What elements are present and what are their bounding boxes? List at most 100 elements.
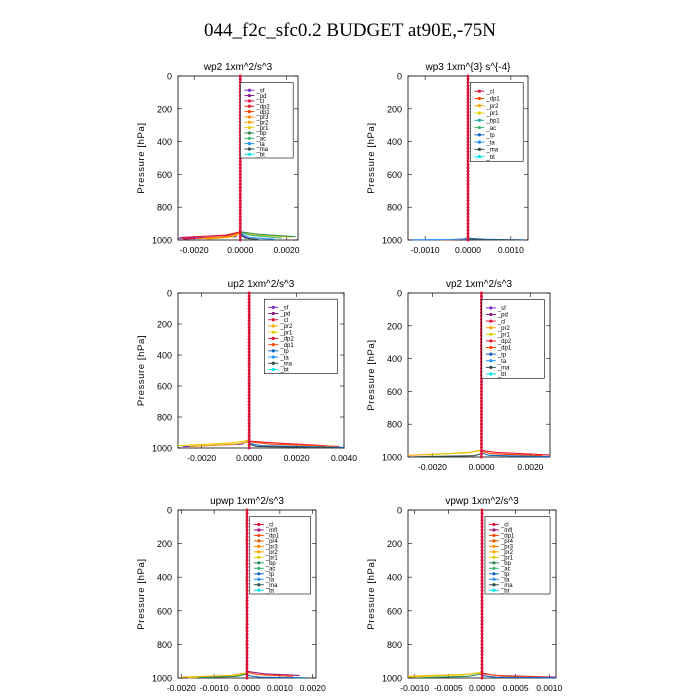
chart-upwp: upwp 1xm^2/s^3 Pressure [hPa] 0 200 400 600 80… — [136, 496, 326, 693]
vp2-legend-label-tp: _tp — [497, 352, 507, 358]
figure-title: 044_f2c_sfc0.2 BUDGET at90E,-75N — [204, 20, 496, 41]
vp2-legend-marker-pd — [489, 312, 493, 317]
up2-legend-label-pd: _pd — [279, 312, 290, 318]
upwp-legend-label-bt: _bt — [265, 588, 275, 594]
upwp-legend-label-mfl: _mfl — [265, 528, 277, 534]
upwp-legend-label-dp1: _dp1 — [265, 534, 280, 540]
wp2-legend-label-dp2: _dp2 — [255, 104, 270, 110]
up2-ytick-label-200: 200 — [157, 320, 172, 330]
upwp-xtick-label-1: -0.0010 — [200, 683, 229, 693]
up2-title: up2 1xm^2/s^3 — [228, 279, 295, 290]
wp2-legend-label-pr1: _pr1 — [255, 126, 269, 132]
wp2-legend-marker-ma — [247, 147, 251, 151]
vp2-ytick-label-400: 400 — [387, 354, 402, 364]
vp2-series-pr1 — [427, 293, 482, 456]
wp2-legend-label-pr3: _pr3 — [255, 115, 269, 121]
up2-ytick-label-0: 0 — [167, 289, 172, 299]
wp3-legend-label-pr1: _pr1 — [485, 111, 499, 117]
up2-series-sf — [182, 293, 250, 448]
vpwp-legend-marker-ac — [492, 566, 496, 570]
vp2-legend-label-pd: _pd — [497, 313, 508, 319]
upwp-legend-label-ta: _ta — [265, 577, 275, 583]
vpwp-legend-marker-pr3 — [492, 544, 496, 548]
vpwp-legend-label-ta: _ta — [500, 577, 510, 583]
upwp-legend-marker-pr3 — [257, 544, 261, 548]
wp3-ytick-label-0: 0 — [397, 72, 402, 82]
upwp-legend-marker-bt — [257, 588, 261, 592]
wp3-legend-marker-tp — [477, 133, 481, 137]
up2-legend-label-ma: _ma — [279, 361, 292, 367]
vpwp-legend-label-dp1: _dp1 — [500, 534, 515, 540]
vp2-ylabel: Pressure [hPa] — [366, 339, 377, 410]
vpwp-ytick-label-400: 400 — [387, 573, 402, 583]
wp3-legend-marker-bp1 — [477, 118, 481, 122]
wp2-xtick-label-0: -0.0020 — [180, 245, 209, 255]
wp2-ytick-label-1000: 1000 — [152, 236, 172, 246]
upwp-xtick-label-0: -0.0020 — [167, 683, 196, 693]
vpwp-legend-marker-cl — [492, 522, 496, 527]
upwp-legend-marker-mfl — [257, 528, 261, 532]
vpwp-series-pr2 — [407, 510, 483, 677]
upwp-legend-marker-ta — [257, 577, 261, 581]
vpwp-legend-marker-mfl — [492, 528, 496, 532]
wp3-title: wp3 1xm^{3} s^{-4} — [425, 62, 512, 73]
up2-legend-label-cl: _cl — [279, 318, 288, 324]
vpwp-title: vpwp 1xm^2/s^3 — [445, 496, 519, 507]
chart-wp2: wp2 1xm^2/s^3 Pressure [hPa] 0 200 400 600 800… — [136, 62, 300, 255]
upwp-legend-label-cl: _cl — [265, 523, 274, 529]
wp3-legend-marker-cl — [477, 89, 481, 93]
vp2-legend-label-bt: _bt — [497, 372, 507, 378]
upwp-ylabel: Pressure [hPa] — [136, 558, 147, 629]
wp3-legend-marker-bt — [477, 155, 481, 159]
vp2-xtick-label-1: 0.0000 — [468, 462, 494, 472]
wp3-legend-label-bp1: _bp1 — [485, 118, 500, 124]
up2-legend-marker-pd — [271, 311, 275, 316]
wp2-legend-marker-pr2 — [247, 120, 251, 124]
vp2-ytick-label-1000: 1000 — [382, 453, 402, 463]
vpwp-legend-label-pr4: _pr4 — [500, 539, 514, 545]
vp2-series-pr2 — [407, 293, 482, 456]
up2-xtick-label-1: 0.0000 — [236, 453, 262, 463]
wp2-series-dp2 — [182, 76, 241, 240]
vpwp-xtick-label-3: 0.0005 — [503, 683, 529, 693]
vp2-ytick-label-600: 600 — [387, 387, 402, 397]
vpwp-legend-label-ma: _ma — [500, 583, 513, 589]
vp2-ytick-label-200: 200 — [387, 321, 402, 331]
vp2-xtick-label-2: 0.0020 — [517, 462, 543, 472]
upwp-legend-marker-pr4 — [257, 539, 261, 543]
vp2-title: vp2 1xm^2/s^3 — [446, 279, 513, 290]
wp3-ytick-label-800: 800 — [387, 203, 402, 213]
upwp-legend-label-bp: _bp — [265, 561, 277, 567]
wp2-legend-label-bt: _bt — [255, 153, 265, 159]
up2-legend-label-pr1: _pr1 — [279, 330, 293, 336]
wp3-legend-marker-dp1 — [477, 96, 481, 101]
up2-legend-marker-dp1 — [271, 343, 275, 347]
vp2-legend-label-ma: _ma — [497, 366, 510, 372]
vpwp-legend-marker-pr2 — [492, 550, 496, 554]
wp3-legend-label-cl: _cl — [485, 89, 494, 95]
upwp-legend-label-pr3: _pr3 — [265, 545, 279, 551]
upwp-legend-label-ac: _ac — [265, 567, 276, 573]
wp2-legend-label-ma: _ma — [255, 147, 268, 153]
vp2-legend-marker-bt — [489, 372, 493, 376]
up2-legend-label-tp: _tp — [279, 349, 289, 355]
vpwp-legend-label-bt: _bt — [500, 588, 510, 594]
upwp-series-bp — [197, 510, 248, 679]
wp2-xtick-label-2: 0.0020 — [273, 245, 299, 255]
wp2-legend-marker-pr1 — [247, 126, 251, 130]
wp3-xtick-label-0: -0.0010 — [411, 245, 440, 255]
upwp-legend-box — [249, 516, 311, 595]
up2-legend-box — [264, 298, 338, 374]
up2-xtick-label-3: 0.0040 — [331, 453, 357, 463]
upwp-xtick-label-3: 0.0010 — [267, 683, 293, 693]
wp2-ytick-label-0: 0 — [167, 72, 172, 82]
up2-ytick-label-1000: 1000 — [152, 444, 172, 454]
upwp-xtick-label-2: 0.0000 — [234, 683, 260, 693]
vpwp-legend-marker-tp — [492, 572, 496, 576]
wp2-legend-marker-dp1 — [247, 109, 251, 114]
upwp-legend-marker-cl — [257, 522, 261, 527]
wp2-xtick-label-1: 0.0000 — [227, 245, 253, 255]
vpwp-legend-marker-bp — [492, 561, 496, 565]
vpwp-ytick-label-800: 800 — [387, 640, 402, 650]
wp3-legend-marker-ac — [477, 125, 481, 130]
